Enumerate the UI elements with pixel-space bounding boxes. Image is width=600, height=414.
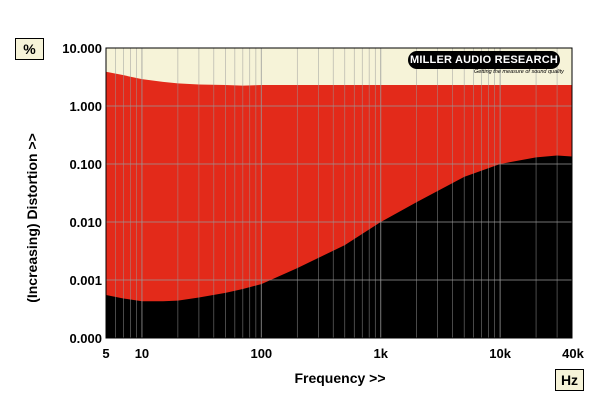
y-tick-label: 0.000 <box>69 331 102 346</box>
y-tick-label: 1.000 <box>69 99 102 114</box>
series-layer <box>106 71 572 338</box>
y-tick-label: 0.010 <box>69 215 102 230</box>
y-unit-label: % <box>15 38 44 60</box>
y-tick-label: 10.000 <box>62 41 102 56</box>
x-tick-label: 5 <box>102 346 109 361</box>
y-tick-label: 0.100 <box>69 157 102 172</box>
y-tick-label: 0.001 <box>69 273 102 288</box>
x-unit-label: Hz <box>555 369 584 391</box>
plot-frame <box>105 47 573 339</box>
logo-tagline: Getting the measure of sound quality <box>474 69 564 75</box>
grid-layer <box>106 48 572 338</box>
logo-name: MILLER AUDIO RESEARCH <box>408 51 560 69</box>
brand-logo: MILLER AUDIO RESEARCH Getting the measur… <box>408 51 564 77</box>
y-tick-labels: 0.000 0.001 0.010 0.100 1.000 10.000 <box>62 41 102 346</box>
x-tick-label: 40k <box>562 346 584 361</box>
x-tick-label: 1k <box>373 346 388 361</box>
x-tick-label: 10 <box>135 346 149 361</box>
x-tick-labels: 5 10 100 1k 10k 40k <box>102 346 584 361</box>
x-tick-label: 100 <box>250 346 272 361</box>
series-area-2 <box>106 155 572 338</box>
x-axis-label: Frequency >> <box>294 370 386 386</box>
y-axis-label: (Increasing) Distortion >> <box>24 133 40 303</box>
x-tick-label: 10k <box>489 346 511 361</box>
